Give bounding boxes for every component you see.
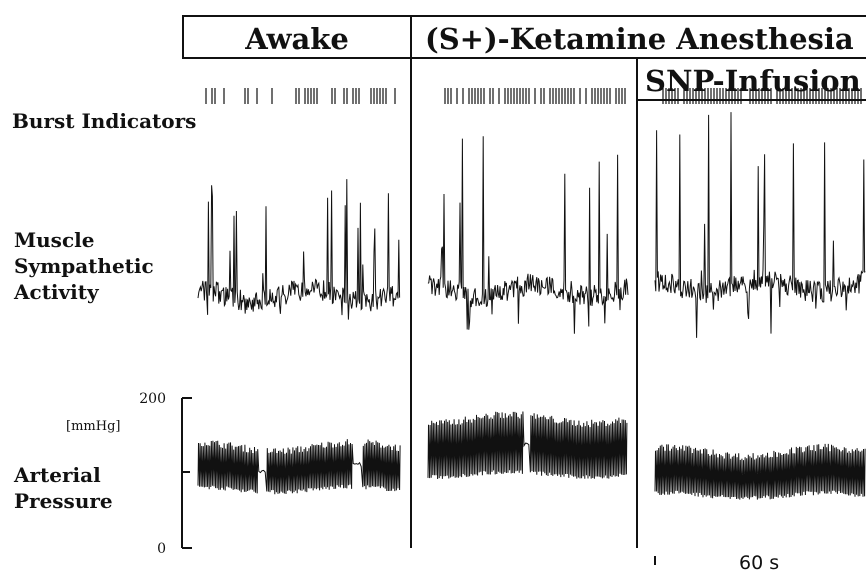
snp-burst-indicators [662,88,862,104]
snp-arterial-pressure-trace [654,443,866,500]
awake-burst-indicators [205,88,396,104]
traces [197,88,866,500]
pressure-tick-label-200: 200 [139,391,166,407]
burst-indicators-label: Burst Indicators [12,109,196,133]
awake-msa-trace [197,179,401,320]
pressure-tick-label-0: 0 [157,541,166,557]
time-scale-label: 60 s [739,552,779,573]
ap-label-line2: Pressure [14,489,113,513]
ketamine-label: (S+)-Ketamine Anesthesia [425,22,854,56]
ketamine-arterial-pressure-trace [427,411,628,480]
ap-label-line1: Arterial [13,463,101,487]
snp-msa-trace [654,112,866,338]
msa-label-line2: Sympathetic [14,254,154,278]
msa-label-line3: Activity [13,280,100,304]
time-scale-bar: 60 s [654,552,779,573]
ketamine-msa-trace [427,136,629,334]
ketamine-burst-indicators [444,88,626,104]
awake-arterial-pressure-trace [197,439,401,495]
condition-header: Awake (S+)-Ketamine Anesthesia SNP-Infus… [182,15,866,101]
awake-label: Awake [244,22,349,56]
msa-label-line1: Muscle [14,228,94,252]
pressure-unit-label: [mmHg] [66,419,120,434]
pressure-axis: 200 0 [mmHg] [66,391,192,557]
